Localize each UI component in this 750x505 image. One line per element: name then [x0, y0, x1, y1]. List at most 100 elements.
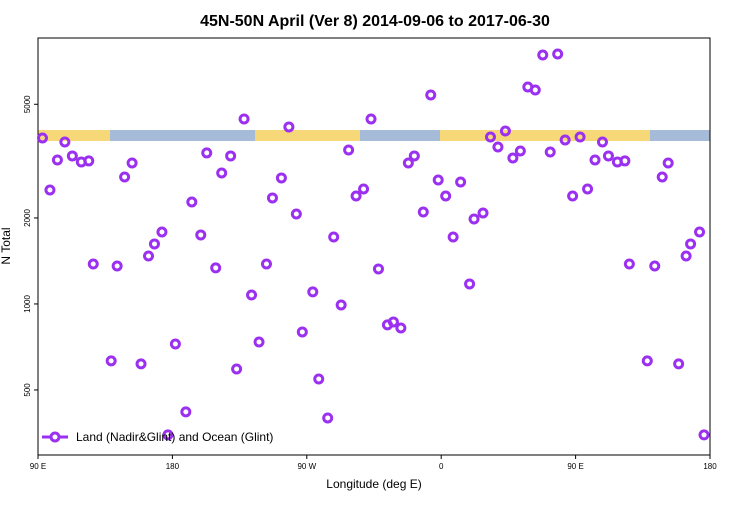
point: [492, 141, 504, 153]
point: [59, 136, 71, 148]
point: [387, 316, 399, 328]
point: [582, 183, 594, 195]
point: [135, 358, 147, 370]
point: [589, 154, 601, 166]
x-tick-label: 180: [166, 462, 180, 471]
point: [343, 144, 355, 156]
ocean-band: [650, 130, 710, 141]
point: [602, 150, 614, 162]
point: [507, 152, 519, 164]
point: [559, 134, 571, 146]
point: [499, 125, 511, 137]
point: [455, 176, 467, 188]
point: [514, 145, 526, 157]
point: [649, 260, 661, 272]
y-tick-label: 1000: [23, 295, 32, 313]
point: [275, 172, 287, 184]
y-tick-label: 500: [23, 383, 32, 397]
point: [283, 121, 295, 133]
point: [468, 213, 480, 225]
point: [87, 258, 99, 270]
surface-band: [38, 130, 710, 141]
point: [567, 190, 579, 202]
point: [210, 262, 222, 274]
point: [440, 190, 452, 202]
point: [680, 250, 692, 262]
point: [662, 157, 674, 169]
point: [673, 358, 685, 370]
point: [313, 373, 325, 385]
point: [641, 355, 653, 367]
point: [335, 299, 347, 311]
point: [66, 150, 78, 162]
point: [372, 263, 384, 275]
point: [290, 208, 302, 220]
point: [408, 150, 420, 162]
point: [36, 132, 48, 144]
point: [83, 155, 95, 167]
point: [365, 113, 377, 125]
ocean-band: [360, 130, 440, 141]
point: [529, 84, 541, 96]
legend-label: Land (Nadir&Glint) and Ocean (Glint): [76, 430, 273, 444]
point: [216, 167, 228, 179]
point: [225, 150, 237, 162]
point: [246, 289, 258, 301]
point: [685, 238, 697, 250]
point: [656, 171, 668, 183]
x-tick-label: 90 W: [297, 462, 316, 471]
point: [143, 250, 155, 262]
point: [260, 258, 272, 270]
point: [169, 338, 181, 350]
point: [119, 171, 131, 183]
point: [195, 229, 207, 241]
point: [148, 238, 160, 250]
point: [307, 286, 319, 298]
point: [694, 226, 706, 238]
chart-title: 45N-50N April (Ver 8) 2014-09-06 to 2017…: [200, 13, 550, 30]
x-tick-label: 180: [703, 462, 717, 471]
point: [231, 363, 243, 375]
point: [44, 184, 56, 196]
x-tick-label: 90 E: [567, 462, 583, 471]
point: [544, 146, 556, 158]
point: [698, 429, 710, 441]
x-tick-label: 0: [439, 462, 444, 471]
point: [574, 131, 586, 143]
land-band: [38, 130, 110, 141]
point: [51, 154, 63, 166]
point: [238, 113, 250, 125]
y-axis-label: N Total: [0, 227, 13, 264]
point: [162, 429, 174, 441]
x-tick-label: 90 E: [30, 462, 46, 471]
point: [358, 183, 370, 195]
point: [395, 322, 407, 334]
point: [484, 131, 496, 143]
point: [432, 174, 444, 186]
point: [266, 192, 278, 204]
point: [464, 278, 476, 290]
point: [296, 326, 308, 338]
point: [156, 226, 168, 238]
x-axis-label: Longitude (deg E): [326, 477, 421, 491]
point: [350, 190, 362, 202]
y-tick-label: 5000: [23, 95, 32, 113]
point: [417, 206, 429, 218]
point: [537, 49, 549, 61]
point: [402, 157, 414, 169]
point: [253, 336, 265, 348]
point: [322, 412, 334, 424]
land-band: [255, 130, 360, 141]
y-tick-label: 2000: [23, 209, 32, 227]
legend-marker: [49, 431, 61, 443]
point: [447, 231, 459, 243]
point: [328, 231, 340, 243]
point: [126, 157, 138, 169]
point: [201, 147, 213, 159]
ocean-band: [110, 130, 255, 141]
point: [105, 355, 117, 367]
point: [186, 196, 198, 208]
point: [596, 136, 608, 148]
